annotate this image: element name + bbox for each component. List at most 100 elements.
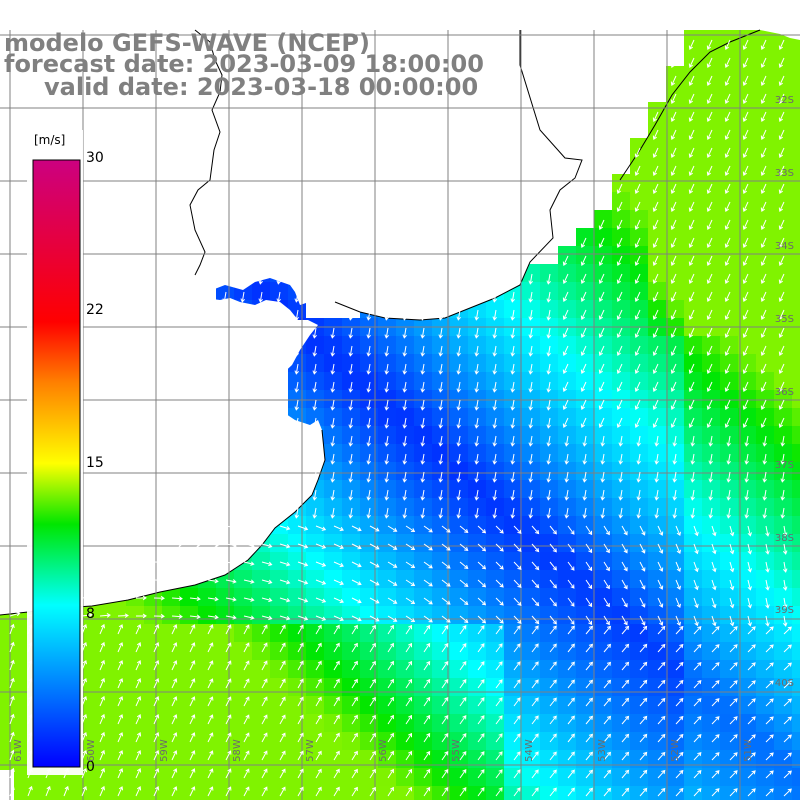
wind-arrow [312,471,317,483]
wind-arrow [742,255,749,266]
wind-cell [684,426,702,444]
wind-arrow [616,219,623,230]
wind-arrow [240,291,245,303]
wind-cell [162,732,180,750]
wind-arrow [729,716,738,725]
wind-arrow [616,417,623,428]
wind-cell [738,588,756,606]
wind-arrow [312,417,317,429]
wind-arrow [171,714,178,725]
wind-arrow [747,644,756,653]
wind-cell [720,624,738,642]
wind-cell [324,336,342,354]
wind-arrow [567,561,575,571]
wind-arrow [760,219,767,230]
wind-cell [522,444,540,462]
wind-cell [630,642,648,660]
wind-arrow [726,435,731,447]
wind-arrow [297,561,309,567]
wind-arrow [405,624,412,635]
wind-arrow [315,615,327,621]
wind-arrow [351,660,358,671]
wind-cell [486,426,504,444]
wind-arrow [387,561,398,568]
wind-cell [630,408,648,426]
wind-arrow [9,731,15,743]
wind-cell [306,534,324,552]
wind-arrow [693,597,699,609]
wind-arrow [513,543,522,552]
wind-arrow [621,543,628,554]
wind-arrow [693,579,699,591]
wind-arrow [456,417,461,429]
wind-cell [684,570,702,588]
wind-arrow [783,680,792,689]
wind-arrow [438,417,443,429]
wind-arrow [438,309,443,321]
wind-arrow [171,678,178,689]
wind-arrow [652,111,659,122]
wind-arrow [330,453,335,465]
wind-arrow [634,255,641,266]
wind-cell [702,156,720,174]
wind-arrow [546,453,551,465]
wind-cell [324,498,342,516]
wind-cell [756,660,774,678]
wind-cell [738,606,756,624]
wind-cell [792,534,800,552]
wind-cell [342,480,360,498]
wind-cell [432,498,450,516]
wind-arrow [616,363,623,374]
wind-cell [630,300,648,318]
wind-arrow [351,750,358,761]
wind-cell [396,588,414,606]
wind-arrow [315,714,322,725]
wind-cell [342,354,360,372]
wind-arrow [474,489,479,501]
wind-cell [540,444,558,462]
wind-arrow [711,734,720,743]
wind-arrow [652,255,659,266]
wind-arrow [726,453,731,465]
wind-arrow [706,183,713,194]
wind-arrow [562,255,569,266]
wind-cell [756,336,774,354]
wind-arrow [711,716,720,725]
wind-arrow [636,471,641,483]
wind-cell [630,246,648,264]
wind-arrow [582,471,587,483]
wind-cell [144,642,162,660]
wind-arrow [528,417,533,429]
wind-cell [558,336,576,354]
wind-arrow [171,786,178,797]
wind-arrow [729,788,738,797]
wind-arrow [171,596,183,601]
wind-arrow [585,661,594,671]
wind-cell [594,264,612,282]
wind-cell [720,120,738,138]
wind-cell [720,534,738,552]
wind-arrow [549,733,557,743]
wind-cell [486,408,504,426]
wind-cell [342,606,360,624]
wind-arrow [528,489,533,501]
wind-arrow [531,525,540,535]
wind-arrow [760,147,767,158]
wind-cell [504,354,522,372]
wind-cell [234,786,252,800]
wind-arrow [117,750,124,761]
wind-cell [558,498,576,516]
wind-arrow [420,363,425,375]
wind-cell [666,750,684,768]
wind-arrow [171,560,183,565]
wind-arrow [351,543,362,550]
wind-arrow [693,734,702,743]
wind-arrow [744,471,749,483]
wind-arrow [585,679,594,689]
wind-cell [558,624,576,642]
wind-cell [792,768,800,786]
wind-arrow [477,769,485,779]
wind-cell [216,714,234,732]
wind-cell [756,156,774,174]
wind-cell [360,372,378,390]
